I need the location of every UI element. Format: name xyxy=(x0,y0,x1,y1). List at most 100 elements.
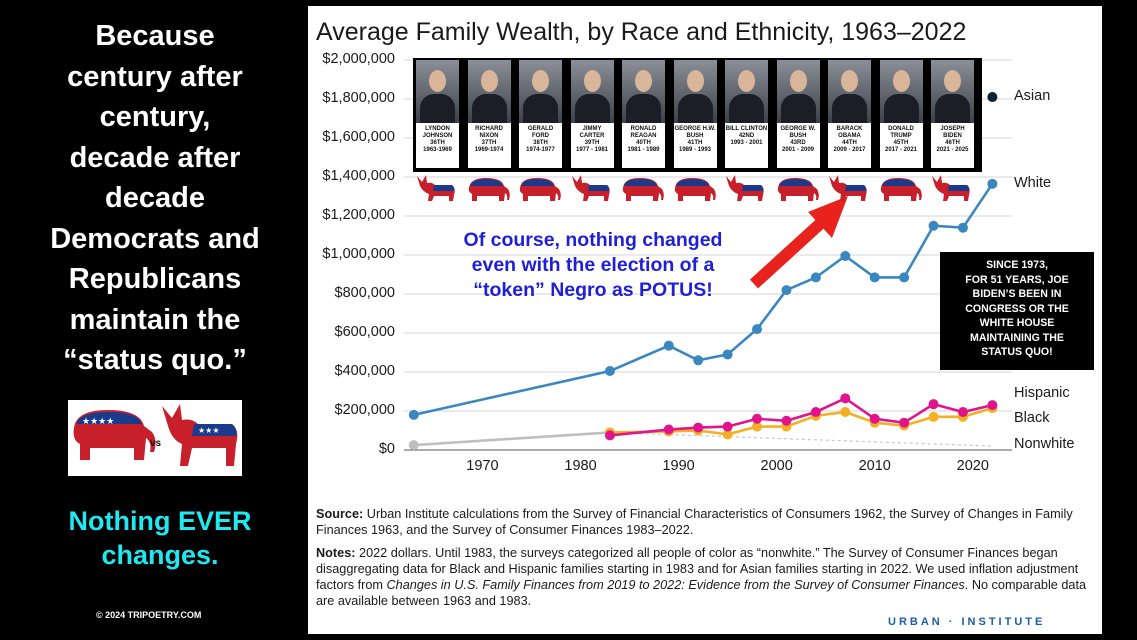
headline-line: century, xyxy=(99,101,211,133)
president-card: GERALD FORD 38TH 1974-1977 xyxy=(519,60,562,168)
president-photo xyxy=(725,60,768,123)
series-label-black: Black xyxy=(1014,409,1050,426)
president-caption-line: 42ND xyxy=(738,133,755,139)
president-caption-line: BARACK xyxy=(836,126,863,132)
president-caption-line: RONALD xyxy=(630,126,657,132)
x-tick-label: 2000 xyxy=(760,458,793,474)
headline-line: Republicans xyxy=(68,263,242,295)
president-caption-line: 2017 - 2021 xyxy=(884,147,918,153)
president-caption: BILL CLINTON 42ND 1993 - 2001 xyxy=(725,126,768,147)
data-point-white xyxy=(781,285,792,296)
series-line-white xyxy=(413,183,994,417)
y-tick-label: $1,200,000 xyxy=(322,207,395,223)
red-arrow-shaft xyxy=(749,217,827,289)
president-caption: GERALD FORD 38TH 1974-1977 xyxy=(519,126,562,154)
president-caption-line: 37TH xyxy=(481,140,497,146)
elephant-icon xyxy=(519,178,561,201)
president-photo xyxy=(519,60,562,123)
y-tick-label: $400,000 xyxy=(334,363,395,379)
data-point-hispanic xyxy=(810,406,821,417)
donkey-icon xyxy=(829,175,867,201)
chart-title: Average Family Wealth, by Race and Ethni… xyxy=(316,18,967,46)
president-photo xyxy=(828,60,871,123)
president-caption-line: 40TH xyxy=(636,140,651,146)
president-caption-line: 39TH xyxy=(584,140,600,146)
president-caption: GEORGE W. BUSH 43RD 2001 - 2009 xyxy=(777,126,820,154)
data-point-white xyxy=(722,349,733,360)
president-photo xyxy=(673,60,717,123)
president-caption-line: 44TH xyxy=(842,140,857,146)
president-caption-line: 41TH xyxy=(687,140,703,146)
president-caption: LYNDON JOHNSON 36TH 1963-1969 xyxy=(416,126,459,154)
notes-text-2: . No comparable data are available betwe… xyxy=(316,578,1087,608)
president-caption-line: BILL CLINTON xyxy=(725,126,768,132)
president-caption-line: JIMMY CARTER xyxy=(579,126,605,139)
president-card: BARACK OBAMA 44TH 2009 - 2017 xyxy=(828,60,871,168)
data-point-white xyxy=(840,250,851,261)
headline-line: “status quo.” xyxy=(63,344,247,376)
data-point-white xyxy=(604,366,615,377)
president-caption: BARACK OBAMA 44TH 2009 - 2017 xyxy=(828,126,871,154)
elephant-icon xyxy=(622,178,664,201)
president-caption-line: GEORGE W. xyxy=(780,126,816,132)
y-tick-label: $1,600,000 xyxy=(322,129,395,145)
president-caption-line: 1993 - 2001 xyxy=(730,140,763,146)
x-tick-label: 1970 xyxy=(466,458,499,474)
y-tick-label: $1,400,000 xyxy=(322,168,395,184)
status-quo-box: SINCE 1973, FOR 51 YEARS, JOE BIDEN’S BEEN… xyxy=(940,252,1094,370)
president-caption: DONALD TRUMP 45TH 2017 - 2021 xyxy=(880,126,923,154)
y-tick-label: $1,800,000 xyxy=(322,90,395,106)
red-arrow-head xyxy=(808,196,848,238)
president-card: BILL CLINTON 42ND 1993 - 2001 xyxy=(725,60,768,168)
data-point-hispanic xyxy=(869,413,880,424)
svg-text:★★★: ★★★ xyxy=(198,426,220,435)
callout-line: Of course, nothing changed xyxy=(463,229,723,251)
donkey-icon xyxy=(726,175,764,201)
status-quo-line: STATUS QUO! xyxy=(981,346,1053,358)
status-quo-line: MAINTAINING THE xyxy=(970,331,1064,344)
president-caption-line: 36TH xyxy=(430,140,445,146)
president-caption-line: DONALD xyxy=(888,126,914,132)
bottom-line: Nothing EVER xyxy=(68,506,252,536)
president-caption-line: 2009 - 2017 xyxy=(833,147,866,153)
president-card: GEORGE W. BUSH 43RD 2001 - 2009 xyxy=(776,60,820,168)
elephant-icon xyxy=(777,178,819,201)
headline-line: decade xyxy=(105,182,205,214)
data-point-hispanic xyxy=(840,393,851,404)
president-caption-line: 1974-1977 xyxy=(526,147,555,153)
president-caption-line: GERALD xyxy=(527,126,554,132)
y-tick-label: $200,000 xyxy=(334,402,395,418)
president-photo xyxy=(879,60,923,123)
donkey-icon: ★★★ xyxy=(162,404,238,466)
president-caption-line: TRUMP xyxy=(890,133,912,139)
series-line-nonwhite xyxy=(413,431,611,447)
series-label-white: White xyxy=(1014,174,1052,191)
x-tick-label: 1980 xyxy=(564,458,597,474)
series-label-hispanic: Hispanic xyxy=(1014,385,1070,402)
data-point-black xyxy=(752,421,763,432)
callout-line: even with the election of a xyxy=(471,254,715,276)
data-point-hispanic xyxy=(928,399,939,410)
elephant-icon xyxy=(674,178,716,201)
president-photo xyxy=(467,60,511,123)
bottom-line: changes. xyxy=(101,540,219,570)
data-point-white xyxy=(408,409,419,420)
urban-institute-logo: URBAN · INSTITUTE xyxy=(888,616,1046,628)
source-label: Source: xyxy=(316,507,364,521)
president-photo xyxy=(931,60,974,123)
y-tick-label: $600,000 xyxy=(334,324,395,340)
data-point-hispanic xyxy=(752,413,763,424)
y-tick-label: $800,000 xyxy=(334,285,395,301)
data-point-hispanic xyxy=(693,422,704,433)
president-caption-line: LYNDON xyxy=(425,126,450,132)
president-caption-line: NIXON xyxy=(479,133,499,139)
president-caption-line: 1981 - 1989 xyxy=(627,147,660,153)
data-point-hispanic xyxy=(663,424,674,435)
status-quo-line: CONGRESS OR THE xyxy=(965,302,1069,315)
data-point-black xyxy=(928,411,939,422)
donkey-icon xyxy=(417,175,455,201)
data-point-nonwhite xyxy=(408,440,419,451)
headline-line: decade after xyxy=(69,141,241,174)
president-card: RICHARD NIXON 37TH 1969-1974 xyxy=(467,60,511,168)
headline-line: Because xyxy=(95,20,215,52)
